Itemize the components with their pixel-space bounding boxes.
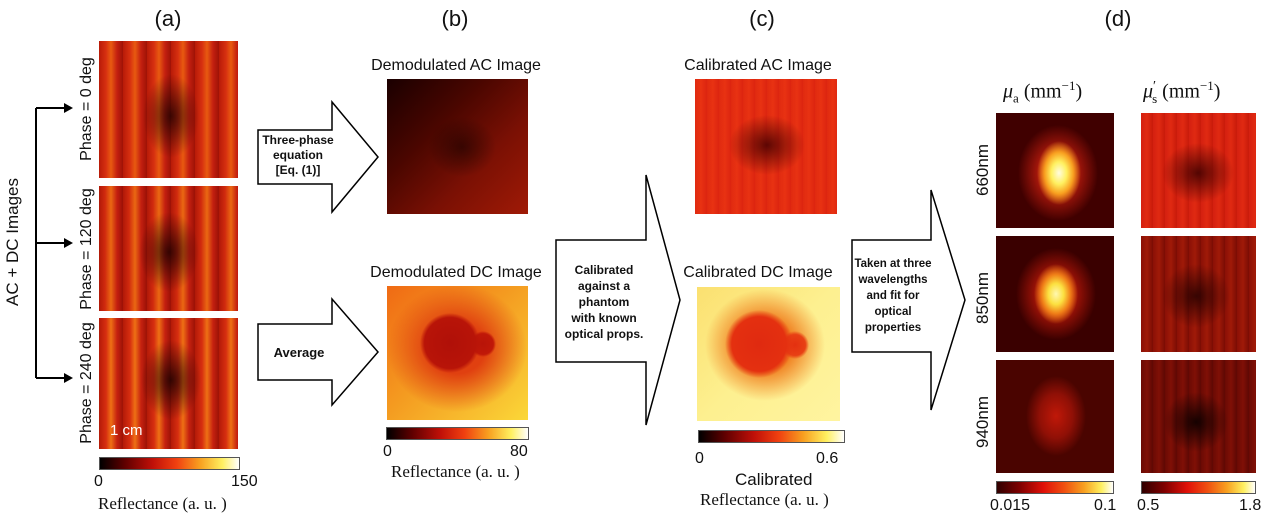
demod-dc-title: Demodulated DC Image (370, 264, 542, 281)
three-phase-text: Three-phase equation [Eq. (1)] (262, 133, 334, 178)
mus-prime: ′ (1153, 79, 1157, 94)
phase-240-image (99, 318, 238, 449)
average-arrow-shape (257, 296, 379, 408)
three-phase-arrow-shape (257, 99, 379, 215)
colorbar-b (386, 427, 529, 440)
colorbar-c-label-2: Reflectance (a. u. ) (700, 490, 829, 509)
colorbar-b-max: 80 (510, 443, 528, 460)
calib-dc-title: Calibrated DC Image (683, 264, 833, 281)
taken-line-1: Taken at three (854, 258, 932, 270)
panel-label-c: (c) (749, 6, 775, 31)
arrowhead-top (64, 103, 73, 113)
wavelength-940: 940nm (973, 396, 992, 448)
calib-dc-image (697, 287, 840, 421)
panel-label-a: (a) (154, 6, 182, 31)
mus-header: μ′s (mm−1) (1143, 78, 1220, 107)
calibrated-line-3: phantom (578, 295, 630, 309)
three-phase-line-2: equation (273, 148, 323, 162)
wavelength-660: 660nm (973, 144, 992, 196)
mus-850-image (1141, 236, 1256, 352)
mua-660-image (996, 113, 1114, 228)
colorbar-c-max: 0.6 (816, 450, 839, 467)
taken-line-2: wavelengths (858, 274, 928, 286)
scale-bar-label: 1 cm (110, 422, 143, 439)
mua-unit-base: (mm (1023, 80, 1062, 103)
colorbar-mus-min: 0.5 (1137, 497, 1160, 514)
mua-unit-close: ) (1075, 80, 1083, 103)
colorbar-mus (1141, 481, 1256, 494)
calibrated-arrow-shape (555, 174, 681, 426)
phase-240-label: Phase = 240 deg (78, 322, 95, 444)
calib-ac-image (695, 79, 837, 214)
side-label-ac-dc: AC + DC Images (3, 177, 22, 306)
taken-arrow-shape (851, 189, 966, 411)
mus-unit-exp: −1 (1199, 78, 1214, 93)
arrowhead-bottom (64, 373, 73, 383)
taken-line-5: properties (864, 322, 922, 334)
calibrated-text: Calibrated against a phantom with known … (560, 262, 648, 342)
three-phase-line-1: Three-phase (262, 133, 334, 147)
taken-text: Taken at three wavelengths and fit for o… (853, 256, 933, 336)
arrowhead-mid (64, 238, 73, 248)
colorbar-b-min: 0 (383, 443, 392, 460)
colorbar-c-label-1: Calibrated (735, 470, 813, 489)
colorbar-c-min: 0 (695, 450, 704, 467)
mus-subscript: s (1152, 90, 1158, 106)
colorbar-a-label: Reflectance (a. u. ) (98, 494, 227, 513)
mus-symbol: μ (1143, 80, 1154, 103)
mua-symbol: μ (1003, 80, 1014, 103)
colorbar-mua-max: 0.1 (1094, 497, 1117, 514)
taken-line-3: and fit for (866, 290, 920, 302)
taken-line-4: optical (874, 306, 912, 318)
calibrated-line-4: with known (571, 311, 637, 325)
colorbar-mus-max: 1.8 (1239, 497, 1262, 514)
colorbar-mua-min: 0.015 (990, 497, 1031, 514)
demod-ac-image (387, 79, 528, 214)
colorbar-a (99, 457, 240, 470)
phase-120-image (99, 186, 238, 311)
mua-940-image (996, 360, 1114, 473)
average-text: Average (273, 345, 325, 360)
wavelength-850: 850nm (973, 272, 992, 324)
calib-ac-title: Calibrated AC Image (684, 57, 832, 74)
panel-label-b: (b) (441, 6, 469, 31)
demod-dc-image (387, 286, 528, 420)
mus-660-image (1141, 113, 1256, 228)
calibrated-line-1: Calibrated (574, 263, 634, 277)
panel-label-d: (d) (1104, 6, 1132, 31)
colorbar-c (698, 430, 845, 443)
calibrated-line-5: optical props. (564, 327, 644, 341)
colorbar-mua (996, 481, 1114, 494)
phase-0-image (99, 41, 238, 178)
phase-0-label: Phase = 0 deg (78, 57, 95, 161)
three-phase-line-3: [Eq. (1)] (275, 163, 321, 177)
mua-850-image (996, 236, 1114, 352)
phase-120-label: Phase = 120 deg (78, 188, 95, 310)
colorbar-b-label: Reflectance (a. u. ) (391, 462, 520, 481)
mus-unit-close: ) (1213, 80, 1221, 103)
mus-940-image (1141, 360, 1256, 473)
colorbar-a-min: 0 (94, 473, 103, 490)
calibrated-line-2: against a (577, 279, 631, 293)
demod-ac-title: Demodulated AC Image (371, 57, 541, 74)
mua-header: μa (mm−1) (1003, 78, 1082, 107)
colorbar-a-max: 150 (231, 473, 258, 490)
mus-unit-base: (mm (1162, 80, 1200, 103)
mua-subscript: a (1013, 90, 1019, 106)
mua-unit-exp: −1 (1061, 78, 1076, 93)
